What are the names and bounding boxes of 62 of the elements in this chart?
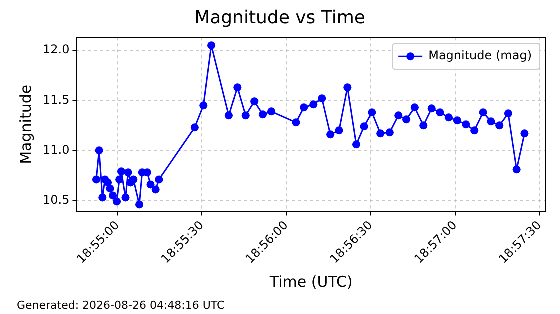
point xyxy=(479,108,488,117)
point xyxy=(335,126,344,135)
y-tick-label: 12.0 xyxy=(43,42,70,57)
chart-title: Magnitude vs Time xyxy=(194,7,366,28)
point xyxy=(344,84,352,92)
y-axis-title: Magnitude xyxy=(16,84,35,164)
point xyxy=(410,104,419,112)
point xyxy=(130,176,138,184)
point xyxy=(520,130,529,138)
point xyxy=(420,122,428,130)
point xyxy=(487,118,496,126)
point xyxy=(106,184,114,193)
point xyxy=(109,192,118,200)
point xyxy=(136,200,144,209)
y-tick-label: 10.5 xyxy=(43,192,70,207)
point xyxy=(462,120,470,129)
point xyxy=(224,112,233,120)
point xyxy=(92,176,100,184)
point xyxy=(428,104,436,113)
point xyxy=(453,116,462,125)
point xyxy=(155,176,164,184)
point xyxy=(258,110,267,119)
point xyxy=(318,94,326,103)
point xyxy=(116,176,124,184)
point xyxy=(146,180,155,189)
point xyxy=(152,186,160,194)
point xyxy=(436,108,444,117)
point xyxy=(104,178,112,187)
point xyxy=(122,194,130,202)
point xyxy=(113,198,122,206)
x-axis-title: Time (UTC) xyxy=(268,272,353,291)
y-tick-label: 11.0 xyxy=(43,142,70,157)
point xyxy=(376,130,385,138)
point xyxy=(352,140,360,149)
point xyxy=(504,110,512,118)
point xyxy=(300,104,308,112)
point xyxy=(98,194,107,202)
y-tick-label: 11.5 xyxy=(43,92,70,107)
point xyxy=(394,112,403,120)
point xyxy=(124,168,132,177)
point xyxy=(242,112,250,120)
point xyxy=(208,42,216,50)
point xyxy=(200,102,208,110)
point xyxy=(402,116,411,124)
point xyxy=(117,168,126,176)
point xyxy=(512,166,521,174)
point xyxy=(292,118,300,127)
point xyxy=(326,130,335,139)
point xyxy=(190,124,199,132)
point xyxy=(496,122,504,130)
point xyxy=(95,146,104,155)
point xyxy=(360,122,368,131)
point xyxy=(470,126,479,135)
point xyxy=(444,114,453,122)
point xyxy=(386,128,394,137)
legend-label: Magnitude (mag) xyxy=(428,48,532,63)
point xyxy=(234,84,242,92)
point xyxy=(268,108,276,116)
point xyxy=(250,98,259,106)
point xyxy=(368,108,376,117)
point xyxy=(310,100,318,109)
text: Generated: 2026-08-26 04:48:16 UTC xyxy=(17,299,226,312)
